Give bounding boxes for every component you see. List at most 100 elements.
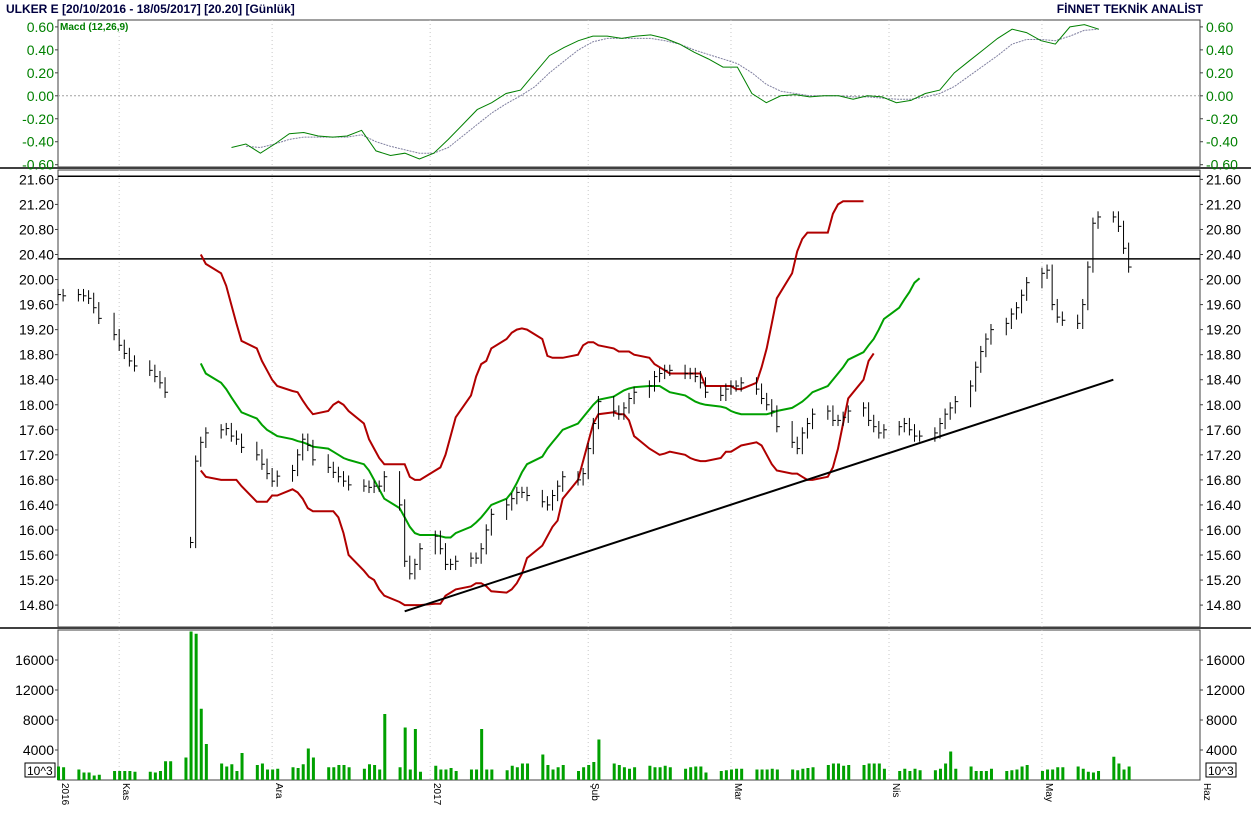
- volume-bar: [515, 767, 519, 780]
- volume-bar: [439, 769, 443, 780]
- volume-bar: [719, 771, 723, 780]
- volume-bar: [118, 771, 122, 780]
- volume-bar: [699, 766, 703, 780]
- volume-bar: [617, 765, 621, 780]
- volume-bar: [153, 772, 157, 780]
- x-tick-label: Kas: [120, 783, 131, 800]
- macd-panel: 0.60 0.60 0.40 0.40 0.20 0.20 0.00 0.00 -0.20 -0.…: [22, 19, 1238, 173]
- volume-bar: [755, 769, 759, 780]
- volume-bar: [97, 774, 101, 780]
- volume-bar: [913, 768, 917, 780]
- volume-bar: [260, 763, 264, 780]
- volume-bar: [597, 739, 601, 780]
- y-tick-label-left: 16000: [15, 652, 54, 668]
- volume-bar: [475, 769, 479, 780]
- volume-bar: [898, 771, 902, 780]
- y-tick-label-left: 18.80: [19, 347, 54, 363]
- x-tick-label: Nis: [890, 783, 901, 797]
- volume-bar: [199, 708, 203, 780]
- volume-bar: [520, 763, 524, 780]
- volume-bar: [989, 768, 993, 780]
- volume-bar: [327, 767, 331, 780]
- panel-frame-0: [57, 19, 1201, 168]
- volume-bar: [796, 770, 800, 780]
- volume-bar: [505, 770, 509, 780]
- volume-bar: [663, 765, 667, 780]
- panel-frame-2: [57, 629, 1201, 781]
- volume-bar: [276, 768, 280, 780]
- volume-bar: [740, 768, 744, 780]
- volume-bar: [770, 768, 774, 780]
- y-tick-label-left: -0.20: [22, 111, 54, 127]
- volume-bar: [801, 768, 805, 780]
- y-tick-label-right: 8000: [1206, 712, 1237, 728]
- volume-bar: [373, 765, 377, 780]
- y-tick-label-left: 15.60: [19, 547, 54, 563]
- y-tick-label-right: 19.20: [1206, 322, 1241, 338]
- y-tick-label-left: 0.20: [27, 65, 54, 81]
- y-tick-label-right: 12000: [1206, 682, 1245, 698]
- volume-bar: [633, 767, 637, 780]
- y-tick-label-left: 18.40: [19, 372, 54, 388]
- volume-bar: [969, 766, 973, 780]
- volume-bar: [694, 766, 698, 780]
- y-tick-label-left: 0.40: [27, 42, 54, 58]
- unit-label-right: 10^3: [1208, 764, 1234, 778]
- volume-bar: [551, 769, 555, 780]
- volume-bar: [92, 775, 96, 780]
- y-tick-label-right: 16000: [1206, 652, 1245, 668]
- y-tick-label-left: 0.00: [27, 88, 54, 104]
- volume-bar: [1112, 756, 1116, 780]
- volume-bar: [1040, 771, 1044, 780]
- volume-bar: [449, 768, 453, 780]
- volume-bar: [454, 771, 458, 780]
- bollinger-upper-band: [199, 200, 864, 481]
- volume-bar: [837, 763, 841, 780]
- volume-bar: [765, 769, 769, 780]
- volume-bar: [938, 768, 942, 780]
- y-tick-label-right: 18.40: [1206, 372, 1241, 388]
- volume-bar: [367, 764, 371, 780]
- volume-bar: [148, 771, 152, 780]
- volume-bar: [526, 763, 530, 780]
- y-tick-label-left: 8000: [23, 712, 54, 728]
- y-tick-label-left: 16.80: [19, 472, 54, 488]
- volume-bar: [113, 771, 117, 780]
- volume-bar: [434, 765, 438, 780]
- y-tick-label-right: -0.20: [1206, 111, 1238, 127]
- volume-bar: [577, 771, 581, 780]
- y-tick-label-right: 17.60: [1206, 422, 1241, 438]
- volume-bar: [87, 772, 91, 780]
- volume-bar: [123, 771, 127, 780]
- volume-bar: [592, 762, 596, 780]
- y-tick-label-left: 20.40: [19, 247, 54, 263]
- x-tick-label: 2017: [431, 783, 442, 806]
- volume-bar: [847, 765, 851, 780]
- volume-bar: [128, 771, 132, 780]
- y-tick-label-left: -0.40: [22, 134, 54, 150]
- y-tick-label-right: 17.20: [1206, 447, 1241, 463]
- volume-bar: [240, 753, 244, 780]
- volume-bar: [791, 769, 795, 780]
- volume-bar: [403, 727, 407, 780]
- y-tick-label-left: 14.80: [19, 597, 54, 613]
- volume-bar: [332, 767, 336, 780]
- volume-bar: [862, 765, 866, 780]
- volume-bar: [622, 767, 626, 780]
- macd-legend-label: Macd (12,26,9): [60, 22, 128, 33]
- y-tick-label-left: 0.60: [27, 19, 54, 35]
- volume-bar: [658, 767, 662, 780]
- x-tick-label: Ara: [273, 783, 284, 799]
- bollinger-middle-band: [199, 277, 921, 539]
- volume-bar: [984, 771, 988, 780]
- chart-title: ULKER E [20/10/2016 - 18/05/2017] [20.20…: [6, 2, 295, 16]
- y-tick-label-right: 0.20: [1206, 65, 1233, 81]
- volume-bar: [271, 769, 275, 780]
- y-tick-label-right: 0.00: [1206, 88, 1233, 104]
- x-tick-label: 2016: [59, 783, 70, 806]
- support-trendline: [404, 378, 1114, 613]
- volume-bar: [383, 714, 387, 780]
- volume-bar: [378, 769, 382, 780]
- y-tick-label-left: 17.60: [19, 422, 54, 438]
